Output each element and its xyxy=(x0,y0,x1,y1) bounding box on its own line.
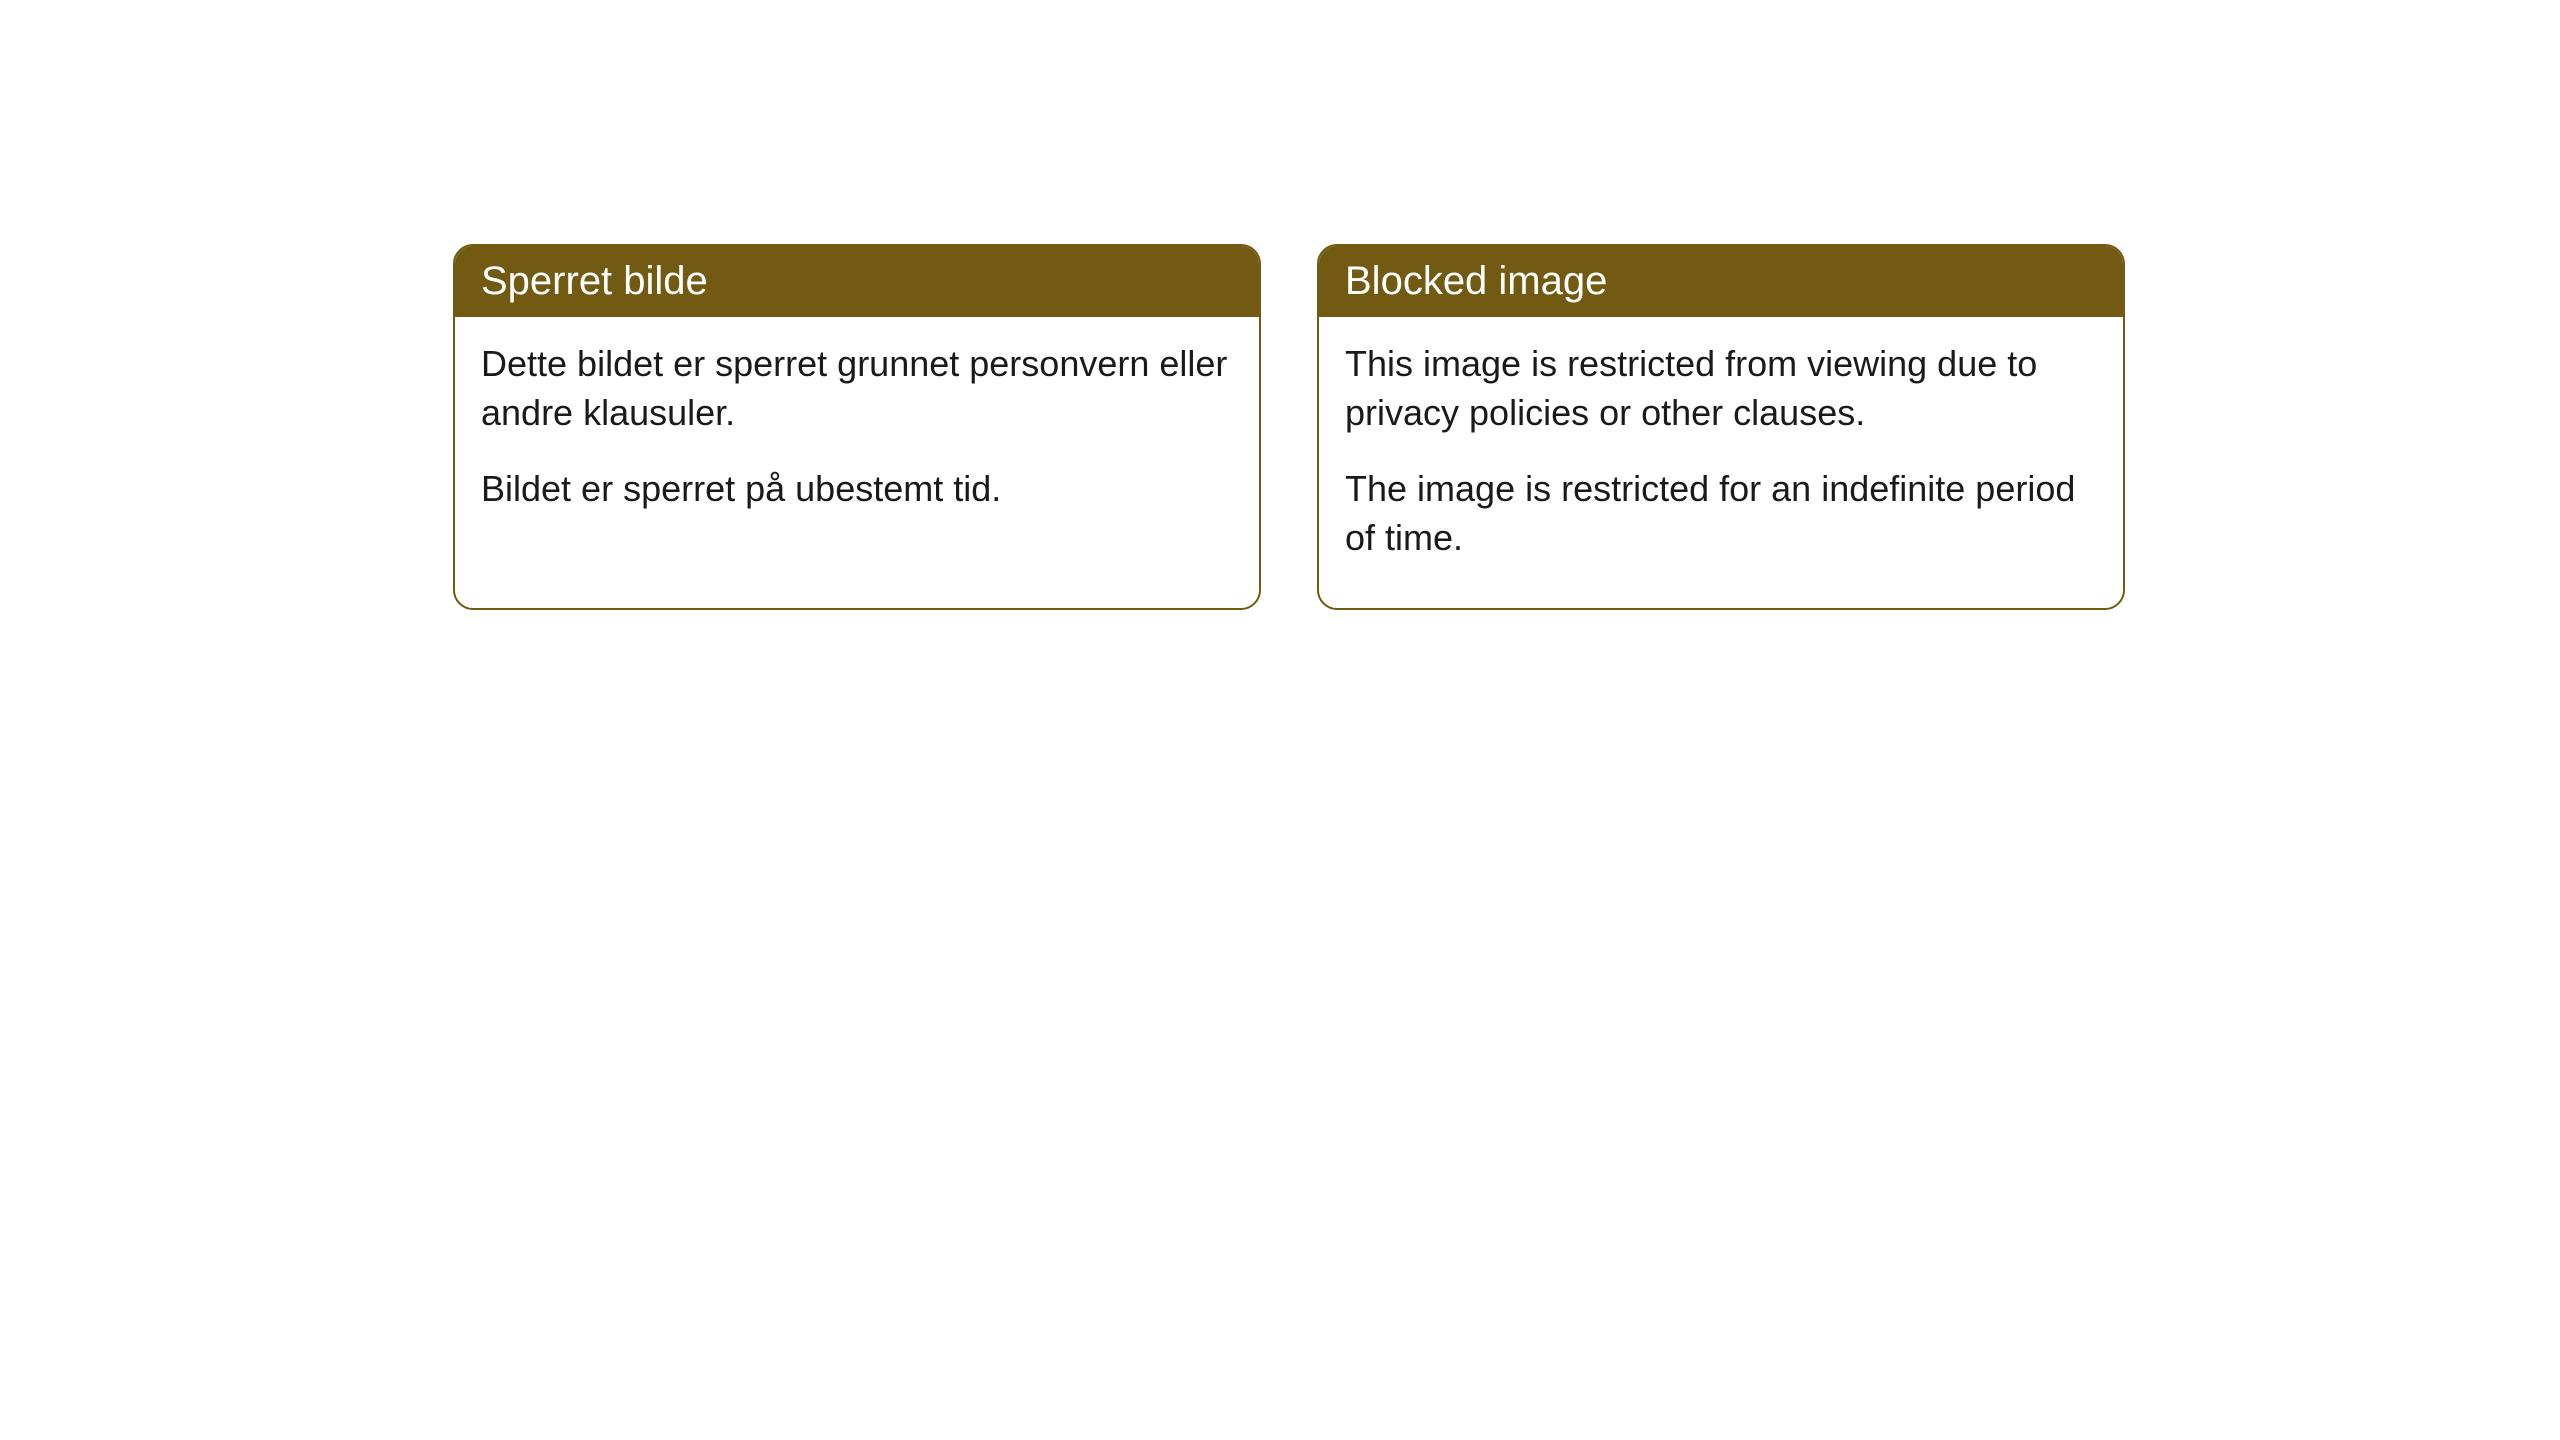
blocked-image-card-english: Blocked image This image is restricted f… xyxy=(1317,244,2125,610)
card-text-english-1: This image is restricted from viewing du… xyxy=(1345,340,2097,437)
cards-container: Sperret bilde Dette bildet er sperret gr… xyxy=(0,0,2560,610)
card-body-english: This image is restricted from viewing du… xyxy=(1319,317,2123,608)
card-body-norwegian: Dette bildet er sperret grunnet personve… xyxy=(455,317,1259,560)
card-header-english: Blocked image xyxy=(1319,246,2123,317)
card-text-norwegian-1: Dette bildet er sperret grunnet personve… xyxy=(481,340,1233,437)
blocked-image-card-norwegian: Sperret bilde Dette bildet er sperret gr… xyxy=(453,244,1261,610)
card-text-english-2: The image is restricted for an indefinit… xyxy=(1345,465,2097,562)
card-header-norwegian: Sperret bilde xyxy=(455,246,1259,317)
card-text-norwegian-2: Bildet er sperret på ubestemt tid. xyxy=(481,465,1233,514)
